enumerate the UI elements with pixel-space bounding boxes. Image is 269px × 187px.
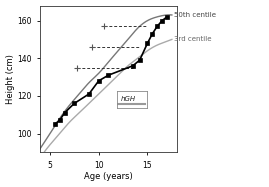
Text: 3rd centile: 3rd centile	[174, 36, 212, 42]
Y-axis label: Height (cm): Height (cm)	[6, 54, 15, 104]
X-axis label: Age (years): Age (years)	[84, 172, 133, 181]
Text: 50th centile: 50th centile	[174, 12, 216, 18]
